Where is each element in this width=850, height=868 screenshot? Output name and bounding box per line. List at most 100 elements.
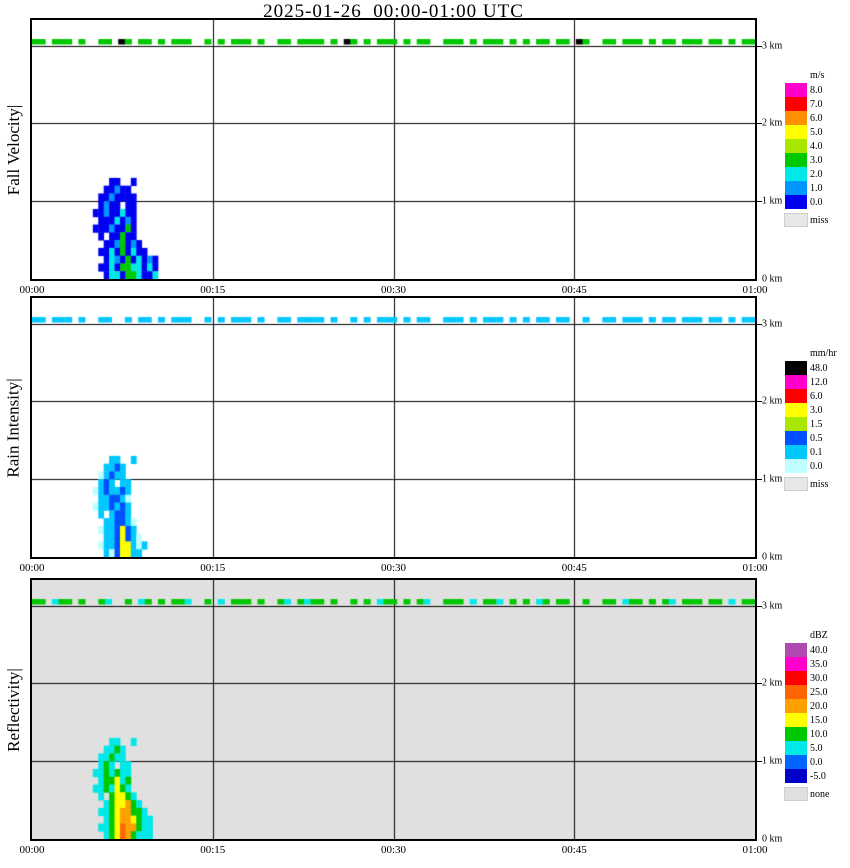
legend-value-label: 15.0: [810, 714, 828, 726]
height-tick-mark: [757, 683, 762, 685]
legend-entry: 0.1: [785, 445, 849, 459]
heatmap-canvas-fall-velocity: [32, 20, 755, 279]
legend-value-label: 30.0: [810, 672, 828, 684]
height-tick-label: 2 km: [762, 677, 783, 689]
legend-entry: 35.0: [785, 657, 849, 671]
legend-entry: 30.0: [785, 671, 849, 685]
legend-color-swatch: [785, 167, 807, 181]
height-tick-label: 1 km: [762, 755, 783, 767]
time-tick-label: 00:00: [19, 844, 45, 856]
legend-nodata-label: none: [810, 788, 830, 800]
color-scale-legend-reflectivity: dBZ 40.0 35.0 30.0 25.0 20.0 15.0 10.0 5.0 0.0 -5.…: [784, 630, 849, 801]
plot-area-reflectivity: [30, 578, 757, 841]
plot-area-fall-velocity: [30, 18, 757, 281]
plot-area-rain-intensity: [30, 296, 757, 559]
legend-entry: 4.0: [785, 139, 849, 153]
legend-entry: 3.0: [785, 153, 849, 167]
height-axis-labels: 3 km 2 km 1 km 0 km: [760, 296, 800, 566]
time-tick-label: 00:00: [19, 284, 45, 296]
legend-color-swatch: [785, 657, 807, 671]
height-tick-label: 0 km: [762, 551, 783, 563]
legend-entry: 20.0: [785, 699, 849, 713]
legend-entry: 0.5: [785, 431, 849, 445]
legend-value-label: 3.0: [810, 404, 823, 416]
legend-value-label: 20.0: [810, 700, 828, 712]
height-tick-mark: [757, 323, 762, 325]
legend-nodata-label: miss: [810, 214, 829, 226]
time-tick-label: 00:15: [200, 844, 226, 856]
panel-rain-intensity: Rain Intensity| 3 km 2 km 1 km 0 km 00:00 00…: [0, 296, 850, 596]
y-axis-label-reflectivity: Reflectivity|: [0, 578, 28, 841]
legend-value-label: 6.0: [810, 390, 823, 402]
panel-reflectivity: Reflectivity| 3 km 2 km 1 km 0 km 00:00 00:1…: [0, 578, 850, 868]
legend-nodata-label: miss: [810, 478, 829, 490]
time-tick-label: 00:45: [561, 562, 587, 574]
height-tick-label: 3 km: [762, 318, 783, 330]
legend-value-label: 7.0: [810, 98, 823, 110]
legend-color-swatch: [785, 713, 807, 727]
legend-entry: 12.0: [785, 375, 849, 389]
height-axis-labels: 3 km 2 km 1 km 0 km: [760, 18, 800, 288]
time-tick-label: 00:30: [380, 562, 407, 574]
height-tick-label: 2 km: [762, 117, 783, 129]
panel-fall-velocity: Fall Velocity| 3 km 2 km 1 km 0 km 00:00 00:…: [0, 18, 850, 318]
time-tick-label: 00:45: [561, 284, 587, 296]
legend-value-label: 1.0: [810, 182, 823, 194]
legend-color-swatch: [785, 361, 807, 375]
legend-color-swatch: [785, 389, 807, 403]
legend-entry: 0.0: [785, 755, 849, 769]
figure-title: 2025-01-26 00:00-01:00 UTC: [263, 1, 524, 22]
legend-color-swatch: [785, 671, 807, 685]
legend-color-swatch: [785, 755, 807, 769]
legend-value-label: 0.0: [810, 756, 823, 768]
height-tick-mark: [757, 401, 762, 403]
legend-value-label: 48.0: [810, 362, 828, 374]
legend-value-label: 2.0: [810, 168, 823, 180]
time-tick-label: 00:15: [200, 562, 226, 574]
legend-value-label: 40.0: [810, 644, 828, 656]
heatmap-canvas-reflectivity: [32, 580, 755, 839]
height-tick-mark: [757, 605, 762, 607]
legend-entry: 0.0: [785, 459, 849, 473]
legend-value-label: -5.0: [810, 770, 826, 782]
legend-value-label: 0.5: [810, 432, 823, 444]
legend-entry: 2.0: [785, 167, 849, 181]
height-tick-label: 1 km: [762, 195, 783, 207]
height-tick-label: 2 km: [762, 395, 783, 407]
legend-color-swatch: [785, 195, 807, 209]
legend-value-label: 0.0: [810, 196, 823, 208]
height-tick-label: 3 km: [762, 40, 783, 52]
legend-nodata-entry: none: [784, 787, 849, 801]
y-axis-label-text: Fall Velocity|: [4, 104, 24, 195]
y-axis-label-text: Reflectivity|: [4, 667, 23, 752]
legend-entry: 1.5: [785, 417, 849, 431]
legend-unit-label: mm/hr: [810, 348, 837, 359]
legend-color-swatch: [785, 417, 807, 431]
legend-entry: 6.0: [785, 111, 849, 125]
legend-color-swatch: [785, 181, 807, 195]
height-axis-labels: 3 km 2 km 1 km 0 km: [760, 578, 800, 848]
legend-value-label: 0.1: [810, 446, 823, 458]
height-tick-label: 0 km: [762, 273, 783, 285]
time-tick-label: 00:45: [561, 844, 587, 856]
y-axis-label-rain-intensity: Rain Intensity|: [0, 296, 28, 559]
legend-entry: 5.0: [785, 741, 849, 755]
legend-color-swatch: [785, 153, 807, 167]
height-tick-mark: [757, 201, 762, 203]
legend-color-swatch: [785, 727, 807, 741]
legend-entry: 25.0: [785, 685, 849, 699]
legend-entry: 48.0: [785, 361, 849, 375]
legend-entry: 15.0: [785, 713, 849, 727]
color-scale-legend-fall-velocity: m/s 8.0 7.0 6.0 5.0 4.0 3.0 2.0 1.0 0.0 miss: [784, 70, 849, 227]
y-axis-label-text: Rain Intensity|: [4, 377, 24, 478]
time-tick-label: 00:15: [200, 284, 226, 296]
legend-value-label: 25.0: [810, 686, 828, 698]
legend-unit-label: dBZ: [810, 630, 828, 641]
legend-value-label: 10.0: [810, 728, 828, 740]
legend-color-swatch: [785, 699, 807, 713]
legend-entry: 10.0: [785, 727, 849, 741]
legend-color-swatch: [785, 459, 807, 473]
legend-color-swatch: [785, 403, 807, 417]
legend-unit-label: m/s: [810, 70, 825, 81]
legend-color-swatch: [785, 741, 807, 755]
